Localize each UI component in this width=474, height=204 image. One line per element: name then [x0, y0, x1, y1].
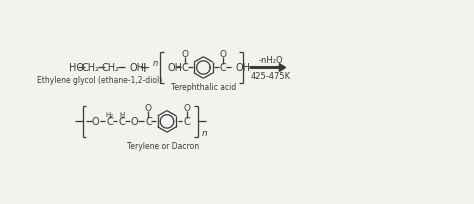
Text: Ethylene glycol (ethane-1,2-diol): Ethylene glycol (ethane-1,2-diol) — [37, 76, 162, 85]
Text: H: H — [119, 111, 125, 117]
Text: OH: OH — [168, 63, 183, 73]
Text: HO: HO — [69, 63, 83, 73]
Text: n: n — [153, 59, 158, 68]
Text: O: O — [181, 50, 188, 59]
Polygon shape — [279, 64, 285, 72]
Text: OH: OH — [130, 63, 145, 73]
Text: n: n — [201, 128, 207, 137]
Text: C: C — [106, 117, 113, 127]
Text: 425-475K: 425-475K — [250, 72, 291, 81]
Text: +: + — [139, 61, 150, 75]
Text: O: O — [131, 117, 138, 127]
Text: CH₂: CH₂ — [101, 63, 119, 73]
Text: -nH₂O: -nH₂O — [258, 55, 283, 64]
Text: C: C — [219, 63, 226, 73]
Text: CH₂: CH₂ — [81, 63, 99, 73]
Text: O: O — [92, 117, 100, 127]
Text: C: C — [118, 117, 126, 127]
Text: C: C — [184, 117, 191, 127]
Text: Terephthalic acid: Terephthalic acid — [171, 83, 236, 92]
Text: O: O — [183, 103, 191, 112]
Text: H₂: H₂ — [106, 111, 114, 117]
Text: C: C — [182, 63, 188, 73]
Text: O: O — [145, 103, 152, 112]
Text: OH: OH — [235, 63, 250, 73]
Text: Terylene or Dacron: Terylene or Dacron — [127, 141, 199, 150]
Text: C: C — [145, 117, 152, 127]
Text: O: O — [219, 50, 226, 59]
